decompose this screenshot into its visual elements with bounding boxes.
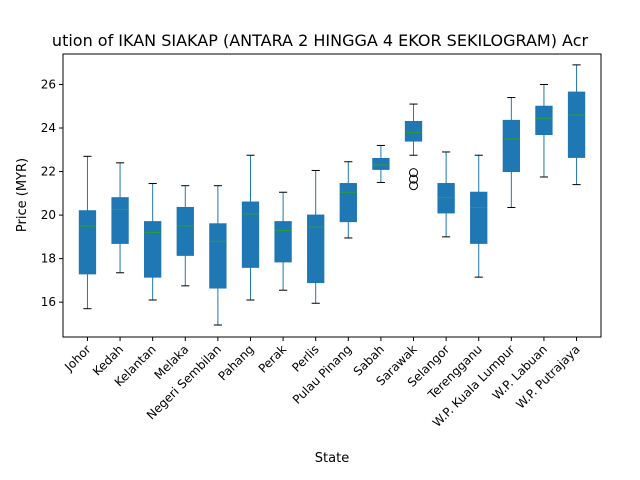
box-body	[567, 91, 586, 158]
y-tick-label: 16	[41, 295, 56, 309]
box-10	[404, 103, 423, 191]
box-body	[274, 221, 292, 263]
box-body	[111, 197, 129, 244]
box-15	[567, 64, 586, 186]
y-tick-label: 20	[41, 208, 56, 222]
box-body	[144, 221, 162, 278]
box-body	[372, 157, 390, 170]
y-tick-label: 26	[41, 77, 56, 91]
y-tick-label: 22	[41, 165, 56, 179]
box-body	[339, 183, 357, 223]
box-body	[437, 183, 455, 214]
box-6	[274, 191, 292, 291]
outlier-point	[409, 168, 419, 178]
box-11	[437, 151, 455, 238]
x-tick-label: Johor	[61, 342, 93, 374]
box-body	[307, 214, 325, 284]
x-tick-label: Pahang	[215, 342, 256, 383]
box-14	[535, 83, 553, 178]
y-axis: 16 18 20 22 24 26	[41, 77, 63, 309]
outlier-point	[409, 174, 419, 184]
y-axis-label: Price (MYR)	[15, 158, 30, 232]
box-body	[470, 191, 488, 244]
box-5	[241, 154, 260, 301]
box-4	[209, 185, 227, 326]
box-9	[372, 144, 390, 183]
box-body	[176, 206, 194, 256]
box-body	[241, 201, 260, 268]
box-body	[78, 210, 97, 275]
box-body	[535, 105, 553, 136]
box-body	[404, 120, 423, 142]
box-body	[502, 119, 520, 173]
plot-area	[62, 53, 602, 338]
box-7	[307, 169, 325, 304]
box-8	[339, 161, 357, 239]
box-13	[502, 97, 520, 208]
y-tick-label: 24	[41, 121, 56, 135]
x-tick-label: Perak	[256, 342, 290, 376]
box-3	[176, 185, 194, 287]
chart-title: ution of IKAN SIAKAP (ANTARA 2 HINGGA 4 …	[52, 31, 589, 50]
box-0	[78, 155, 97, 310]
x-tick-label: Pulau Pinang	[290, 342, 355, 407]
outlier-point	[409, 181, 419, 191]
box-12	[470, 154, 488, 278]
y-tick-label: 18	[41, 252, 56, 266]
box-1	[111, 162, 129, 274]
box-body	[209, 223, 227, 289]
boxes-layer	[78, 64, 586, 326]
x-axis-label: State	[315, 451, 349, 466]
box-2	[144, 183, 162, 301]
